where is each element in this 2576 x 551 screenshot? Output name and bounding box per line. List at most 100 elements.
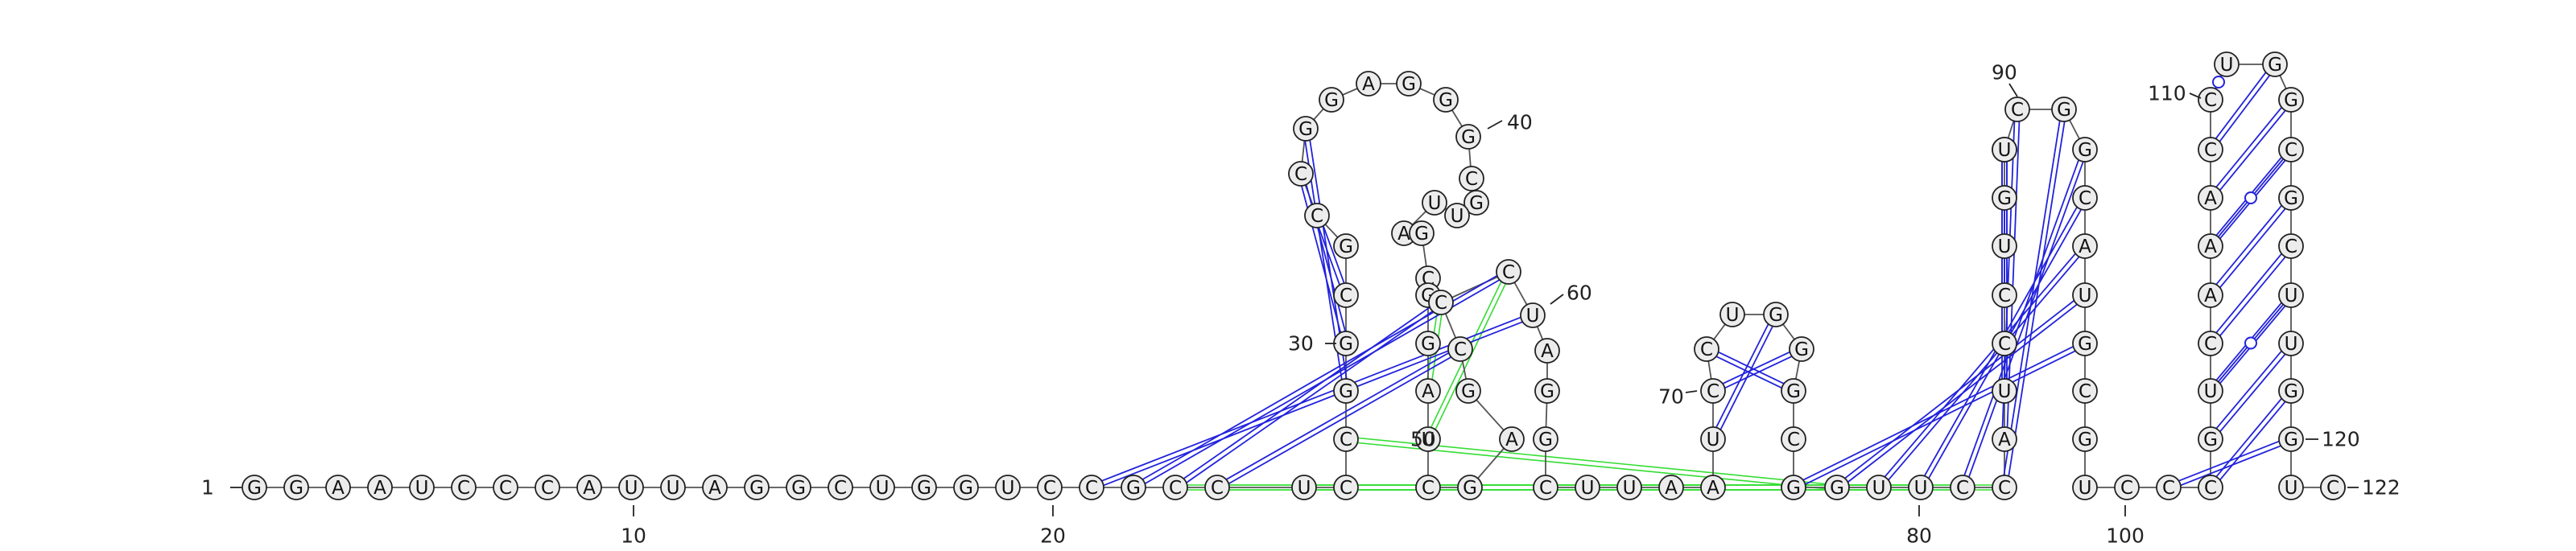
nucleotide-112: G xyxy=(2278,87,2304,113)
nucleotide-letter: U xyxy=(1998,236,2012,257)
nucleotide-letter: C xyxy=(2285,236,2297,257)
nucleotide-circle xyxy=(1534,338,1560,364)
nucleotide-45: G xyxy=(1409,220,1435,246)
nucleotide-circle xyxy=(2198,426,2223,452)
nucleotide-circle xyxy=(1333,282,1359,308)
nucleotide-circle xyxy=(911,475,937,500)
nucleotide-letter: C xyxy=(2079,188,2091,209)
nucleotide-circle xyxy=(786,475,811,500)
nucleotide-letter: G xyxy=(791,478,806,499)
nucleotide-94: U xyxy=(2072,282,2098,308)
tick-label-10: 10 xyxy=(621,524,646,548)
nucleotide-letter: C xyxy=(1502,262,1515,283)
nucleotide-61: G xyxy=(1533,426,1558,452)
position-label-60: 60 xyxy=(1567,282,1592,305)
base-pair-line xyxy=(2211,247,2294,346)
nucleotide-circle xyxy=(2072,426,2098,452)
nucleotide-circle xyxy=(1992,185,2017,211)
nucleotide-letter: C xyxy=(1539,478,1552,499)
nucleotide-109: C xyxy=(2198,87,2223,113)
nucleotide-circle xyxy=(2278,331,2304,356)
nucleotide-circle xyxy=(1992,378,2017,404)
nucleotide-letter: C xyxy=(2204,334,2217,355)
nucleotide-circle xyxy=(1415,426,1441,452)
nucleotide-35: G xyxy=(1319,87,1344,113)
nucleotide-95: G xyxy=(2072,331,2098,356)
base-pair-line xyxy=(1713,350,1803,394)
nucleotide-letter: U xyxy=(415,478,429,499)
nucleotide-letter: G xyxy=(1540,381,1554,402)
nucleotide-20: C xyxy=(1037,475,1063,500)
nucleotide-34: G xyxy=(1293,116,1319,142)
nucleotide-circle xyxy=(2072,378,2098,404)
nucleotide-letter: C xyxy=(2204,478,2217,499)
nucleotide-letter: C xyxy=(2204,140,2217,161)
base-pair-line xyxy=(2207,62,2274,149)
nucleotide-circle xyxy=(325,475,351,500)
nucleotide-letter: U xyxy=(625,478,638,499)
nucleotide-1: G xyxy=(242,475,267,500)
nucleotide-letter: C xyxy=(1169,478,1182,499)
nucleotide-letter: C xyxy=(834,478,847,499)
nucleotide-letter: G xyxy=(2078,334,2092,355)
base-pair-line xyxy=(2006,109,2067,488)
nucleotide-letter: C xyxy=(1998,478,2011,499)
nucleotide-circle xyxy=(1288,161,1314,187)
nucleotide-circle xyxy=(828,475,853,500)
nucleotide-circle xyxy=(535,475,560,500)
nucleotide-8: C xyxy=(535,475,560,500)
nucleotide-letter: U xyxy=(1872,478,1886,499)
nucleotide-letter: U xyxy=(876,478,890,499)
base-pair-line xyxy=(2001,109,2062,487)
nucleotide-37: G xyxy=(1396,71,1422,97)
nucleotide-53: A xyxy=(1499,426,1525,452)
nucleotide-104: C xyxy=(2198,331,2223,356)
nucleotide-letter: U xyxy=(2285,334,2298,355)
nucleotide-letter: U xyxy=(2079,286,2092,306)
nucleotide-77: U xyxy=(1866,475,1892,500)
nucleotide-67: U xyxy=(1700,426,1726,452)
nucleotide-circle xyxy=(2156,475,2182,500)
nucleotide-116: U xyxy=(2278,282,2304,308)
nucleotide-letter: U xyxy=(1526,306,1540,327)
nucleotide-circle xyxy=(1694,336,1719,362)
base-pair-line xyxy=(1216,346,1459,487)
nucleotide-54: G xyxy=(1455,378,1481,404)
nucleotide-circle xyxy=(2114,475,2140,500)
nucleotide-62: C xyxy=(1533,475,1558,500)
nucleotide-39: G xyxy=(1455,124,1481,150)
nucleotide-89: C xyxy=(2004,97,2030,122)
nucleotide-85: U xyxy=(1992,233,2017,259)
nucleotide-circle xyxy=(1333,475,1359,500)
nucleotide-letter: U xyxy=(1422,430,1435,450)
base-pair-line xyxy=(1318,214,1349,295)
nucleotide-circle xyxy=(1616,475,1642,500)
nucleotide-circle xyxy=(367,475,393,500)
nucleotide-letter: U xyxy=(2285,286,2298,306)
nucleotide-circle xyxy=(1533,426,1558,452)
nucleotide-56: C xyxy=(1428,290,1454,315)
nucleotide-circle xyxy=(1396,71,1422,97)
nucleotide-circle xyxy=(1415,331,1441,356)
nucleotide-circle xyxy=(493,475,518,500)
nucleotide-29: G xyxy=(1333,331,1359,356)
nucleotide-25: U xyxy=(1291,475,1317,500)
base-pair-line xyxy=(1173,299,1440,487)
nucleotide-letter: A xyxy=(2204,236,2217,257)
nucleotide-65: A xyxy=(1658,475,1684,500)
nucleotide-51: C xyxy=(1415,475,1441,500)
base-pair-line xyxy=(1876,244,2084,487)
nucleotide-letter: C xyxy=(1294,164,1307,185)
nucleotide-105: A xyxy=(2198,282,2223,308)
base-pair-line xyxy=(1711,346,1802,390)
nucleotide-108: C xyxy=(2198,137,2223,162)
nucleotide-circle xyxy=(1037,475,1063,500)
nucleotide-circle xyxy=(2278,475,2304,500)
nucleotide-letter: A xyxy=(1998,430,2011,450)
nucleotide-letter: G xyxy=(1339,334,1353,355)
nucleotide-15: C xyxy=(828,475,853,500)
nucleotide-circle xyxy=(702,475,728,500)
nucleotide-circle xyxy=(576,475,602,500)
nucleotide-letter: C xyxy=(2162,478,2175,499)
